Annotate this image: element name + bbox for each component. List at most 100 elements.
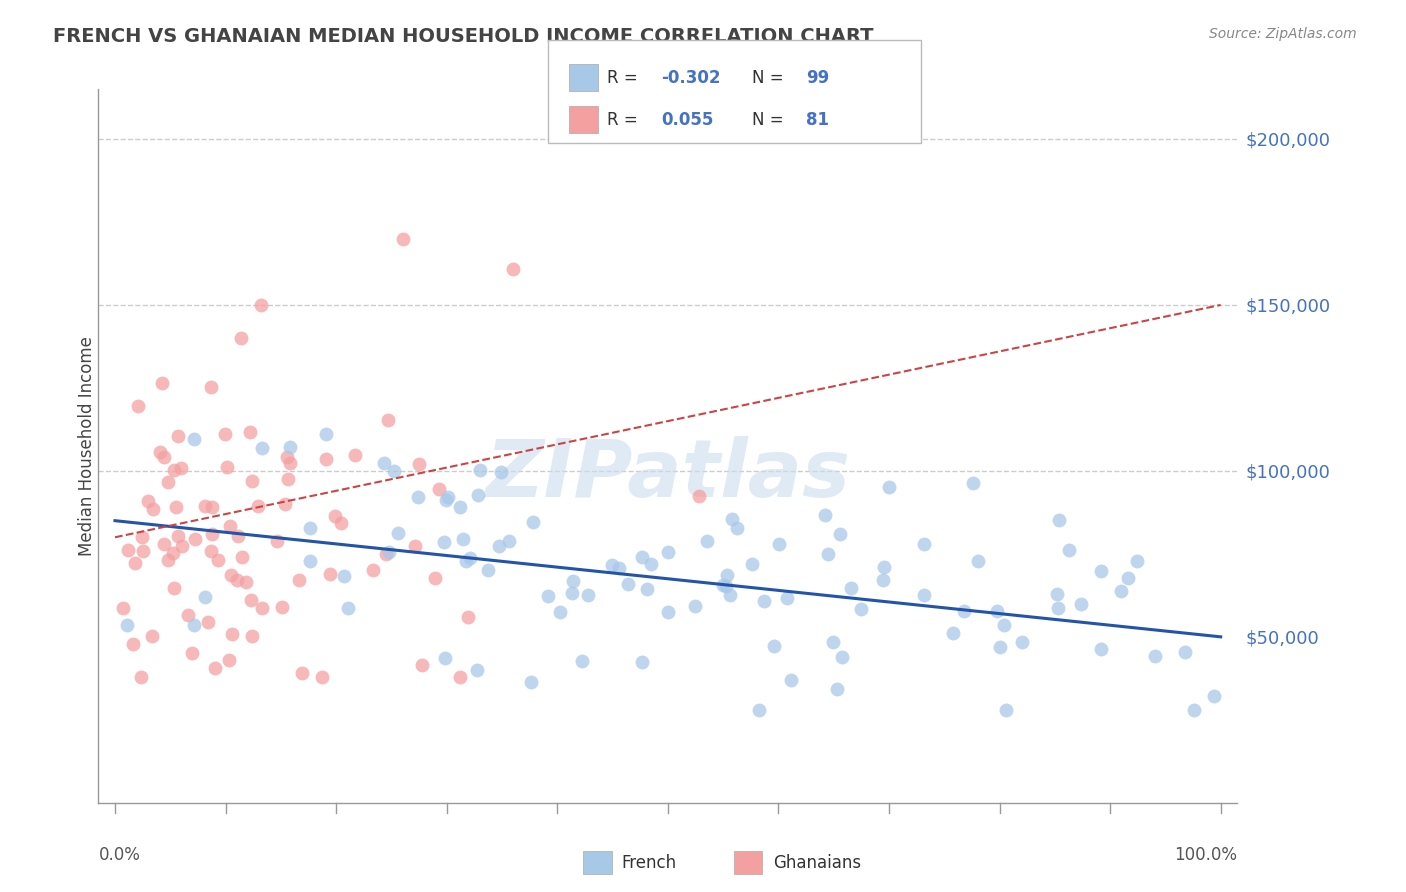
Text: 100.0%: 100.0%: [1174, 846, 1237, 863]
Point: [277, 472, 299, 486]
Point: [1174, 645, 1197, 659]
Point: [436, 491, 458, 505]
Point: [183, 618, 205, 632]
Point: [229, 331, 252, 345]
Point: [219, 519, 242, 533]
Point: [688, 489, 710, 503]
Point: [239, 425, 262, 440]
Point: [434, 492, 457, 507]
Point: [1204, 689, 1226, 703]
Point: [204, 661, 226, 675]
Point: [378, 545, 401, 559]
Point: [183, 432, 205, 446]
Point: [240, 474, 263, 488]
Point: [748, 703, 770, 717]
Point: [1011, 635, 1033, 649]
Point: [465, 663, 488, 677]
Point: [657, 545, 679, 559]
Point: [741, 557, 763, 571]
Point: [167, 429, 190, 443]
Point: [411, 657, 433, 672]
Text: R =: R =: [607, 69, 644, 87]
Point: [387, 526, 409, 541]
Point: [657, 605, 679, 619]
Point: [231, 549, 253, 564]
Point: [962, 475, 984, 490]
Point: [631, 549, 654, 564]
Point: [548, 605, 571, 619]
Point: [762, 639, 785, 653]
Point: [877, 480, 900, 494]
Point: [112, 600, 135, 615]
Point: [849, 602, 872, 616]
Point: [274, 497, 297, 511]
Point: [1070, 597, 1092, 611]
Point: [149, 445, 172, 459]
Point: [167, 529, 190, 543]
Point: [716, 579, 738, 593]
Point: [470, 463, 492, 477]
Point: [266, 533, 288, 548]
Point: [640, 558, 662, 572]
Point: [142, 502, 165, 516]
Point: [408, 490, 430, 504]
Point: [522, 515, 544, 529]
Point: [423, 571, 446, 585]
Point: [344, 448, 367, 462]
Point: [115, 618, 138, 632]
Point: [172, 539, 194, 553]
Point: [278, 440, 301, 454]
Point: [319, 567, 342, 582]
Point: [122, 637, 145, 651]
Point: [520, 675, 543, 690]
Point: [433, 534, 456, 549]
Point: [780, 673, 803, 687]
Point: [427, 483, 450, 497]
Text: 0.055: 0.055: [661, 111, 713, 128]
Point: [817, 548, 839, 562]
Point: [323, 508, 346, 523]
Point: [716, 568, 738, 582]
Point: [152, 537, 174, 551]
Text: -0.302: -0.302: [661, 69, 720, 87]
Point: [872, 573, 894, 587]
Point: [912, 588, 935, 602]
Point: [136, 493, 159, 508]
Point: [873, 559, 896, 574]
Point: [163, 463, 186, 477]
Point: [537, 589, 560, 603]
Point: [1184, 703, 1206, 717]
Point: [725, 521, 748, 535]
Point: [561, 586, 583, 600]
Text: 99: 99: [806, 69, 830, 87]
Point: [477, 563, 499, 577]
Point: [571, 654, 593, 668]
Point: [827, 682, 849, 697]
Point: [363, 563, 385, 577]
Point: [221, 627, 243, 641]
Point: [636, 582, 658, 597]
Point: [240, 593, 263, 607]
Point: [207, 553, 229, 567]
Point: [502, 261, 524, 276]
Point: [488, 539, 510, 553]
Text: 81: 81: [806, 111, 828, 128]
Point: [711, 577, 734, 591]
Point: [228, 529, 250, 543]
Point: [219, 567, 242, 582]
Point: [752, 594, 775, 608]
Point: [1090, 565, 1112, 579]
Text: R =: R =: [607, 111, 644, 128]
Point: [768, 537, 790, 551]
Point: [449, 500, 471, 515]
Point: [1090, 642, 1112, 657]
Point: [250, 298, 273, 312]
Point: [718, 588, 741, 602]
Point: [337, 601, 360, 615]
Point: [162, 546, 184, 560]
Point: [375, 547, 398, 561]
Point: [271, 600, 294, 615]
Point: [967, 554, 990, 568]
Point: [299, 521, 322, 535]
Point: [165, 500, 187, 515]
